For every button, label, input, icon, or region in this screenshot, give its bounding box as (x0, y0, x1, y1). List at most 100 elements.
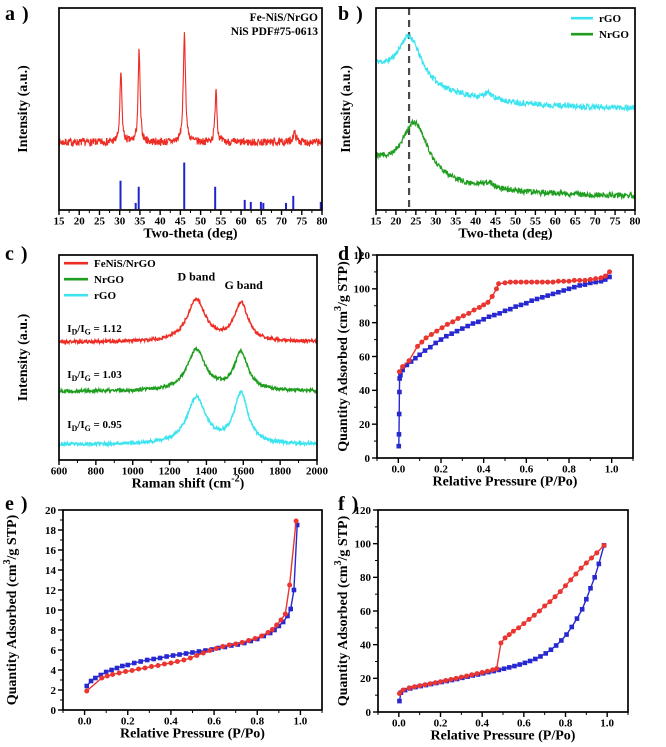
svg-text:25: 25 (410, 216, 422, 228)
svg-text:0.4: 0.4 (164, 716, 178, 728)
panel-label-a: a ) (5, 3, 30, 25)
svg-text:65: 65 (570, 216, 582, 228)
svg-text:70: 70 (276, 216, 288, 228)
svg-text:15: 15 (54, 216, 66, 228)
svg-text:0.0: 0.0 (392, 718, 406, 730)
panel-f-isotherm: f ) 0.0 0.2 0.4 0.6 0.8 1.0 0 20 40 60 80 100 120 Rel… (333, 490, 666, 747)
svg-text:2: 2 (51, 685, 57, 697)
svg-text:60: 60 (236, 216, 248, 228)
svg-text:D band: D band (177, 270, 215, 284)
svg-text:80: 80 (360, 572, 372, 584)
svg-text:0.6: 0.6 (517, 718, 531, 730)
svg-text:0.6: 0.6 (519, 464, 533, 476)
svg-text:0.4: 0.4 (475, 718, 489, 730)
svg-text:600: 600 (51, 466, 68, 478)
svg-text:120: 120 (355, 505, 372, 517)
svg-text:75: 75 (296, 216, 308, 228)
svg-text:0: 0 (366, 707, 372, 719)
svg-text:ID/IG = 1.12: ID/IG = 1.12 (67, 323, 122, 337)
panel-e-isotherm: e ) 0.0 0.2 0.4 0.6 0.8 1.0 0 2 4 6 8 10 12 14 16 18 20 R… (0, 490, 333, 747)
svg-text:rGO: rGO (599, 13, 621, 25)
panel-label-c: c ) (5, 243, 29, 265)
svg-text:50: 50 (510, 216, 522, 228)
svg-text:0.8: 0.8 (559, 718, 573, 730)
svg-text:60: 60 (359, 351, 371, 363)
svg-text:20: 20 (390, 216, 402, 228)
svg-text:0.0: 0.0 (78, 716, 92, 728)
svg-text:50: 50 (195, 216, 207, 228)
chart-c-raman-spectra: D band G band ID/IG = 1.12 ID/IG = 1.03 ID/I… (16, 254, 329, 490)
chart-f-adsorption-isotherm: 0.0 0.2 0.4 0.6 0.8 1.0 0 20 40 60 80 100 120 Relativ… (333, 505, 629, 744)
svg-text:55: 55 (530, 216, 542, 228)
chart-a-xrd-pattern: 15 20 25 30 35 40 45 50 55 60 65 70 75 80 Two-theta (d… (16, 7, 329, 241)
svg-text:1.0: 1.0 (605, 464, 619, 476)
svg-text:35: 35 (450, 216, 462, 228)
svg-text:20: 20 (360, 673, 372, 685)
panel-b-xrd-rgo-nrgo: b ) 15 20 25 30 35 40 45 50 55 60 65 70 75 80 Two-thet… (333, 0, 666, 240)
svg-text:Two-theta (deg): Two-theta (deg) (458, 227, 553, 241)
svg-text:30: 30 (114, 216, 126, 228)
svg-text:1000: 1000 (122, 466, 145, 478)
svg-text:55: 55 (215, 216, 227, 228)
svg-text:40: 40 (155, 216, 167, 228)
panel-d-isotherm: d ) 0.0 0.2 0.4 0.6 0.8 1.0 0 20 40 60 80 100 120 Rel… (333, 240, 666, 490)
svg-text:0: 0 (365, 453, 371, 465)
svg-text:ID/IG = 1.03: ID/IG = 1.03 (67, 369, 122, 383)
svg-text:0.8: 0.8 (250, 716, 264, 728)
svg-text:0.8: 0.8 (562, 464, 576, 476)
svg-text:Raman shift (cm-2): Raman shift (cm-2) (132, 474, 245, 490)
svg-text:1400: 1400 (195, 466, 218, 478)
svg-text:0.4: 0.4 (477, 464, 491, 476)
chart-b-xrd-pattern: 15 20 25 30 35 40 45 50 55 60 65 70 75 80 Two-theta (d… (339, 7, 641, 241)
panel-label-b: b ) (338, 3, 364, 25)
svg-text:Quantity Adsorbed (cm3/g STP): Quantity Adsorbed (cm3/g STP) (333, 515, 351, 706)
svg-text:2000: 2000 (306, 466, 329, 478)
svg-text:18: 18 (45, 525, 57, 537)
svg-text:20: 20 (74, 216, 86, 228)
svg-text:60: 60 (360, 606, 372, 618)
svg-text:rGO: rGO (94, 290, 116, 302)
svg-text:NrGO: NrGO (94, 274, 124, 286)
svg-text:Intensity (a.u.): Intensity (a.u.) (16, 313, 31, 401)
svg-text:40: 40 (359, 385, 371, 397)
svg-text:Intensity (a.u.): Intensity (a.u.) (16, 65, 31, 153)
svg-text:1.0: 1.0 (294, 716, 308, 728)
svg-text:G band: G band (224, 278, 263, 292)
svg-text:12: 12 (45, 585, 57, 597)
svg-text:45: 45 (175, 216, 187, 228)
svg-text:80: 80 (359, 317, 371, 329)
chart-e-adsorption-isotherm: 0.0 0.2 0.4 0.6 0.8 1.0 0 2 4 6 8 10 12 14 16 18 20 Relat… (2, 505, 323, 742)
svg-text:6: 6 (51, 645, 57, 657)
svg-text:0.6: 0.6 (207, 716, 221, 728)
svg-text:80: 80 (317, 216, 329, 228)
svg-text:0.2: 0.2 (434, 464, 448, 476)
svg-text:20: 20 (359, 419, 371, 431)
svg-text:1200: 1200 (159, 466, 182, 478)
panel-c-raman-spectra: c ) D band G band ID/IG = 1.12 ID/IG = 1.03… (0, 240, 333, 490)
svg-text:70: 70 (590, 216, 602, 228)
svg-text:1600: 1600 (232, 466, 255, 478)
svg-text:NrGO: NrGO (599, 29, 629, 41)
svg-text:20: 20 (45, 505, 57, 517)
svg-text:0.2: 0.2 (121, 716, 135, 728)
svg-text:NiS PDF#75-0613: NiS PDF#75-0613 (231, 26, 318, 38)
svg-text:Intensity (a.u.): Intensity (a.u.) (339, 65, 354, 153)
svg-text:0: 0 (51, 705, 57, 717)
svg-text:30: 30 (430, 216, 442, 228)
panel-a-xrd-fenis: a ) 15 20 25 30 35 40 45 50 55 60 65 70 75 80 Two-thet… (0, 0, 333, 240)
svg-text:Two-theta (deg): Two-theta (deg) (143, 227, 238, 241)
svg-text:FeNiS/NrGO: FeNiS/NrGO (94, 258, 156, 270)
svg-text:25: 25 (94, 216, 106, 228)
svg-text:0.2: 0.2 (434, 718, 448, 730)
svg-text:60: 60 (550, 216, 562, 228)
svg-text:35: 35 (134, 216, 146, 228)
svg-text:Relative Pressure (P/Po): Relative Pressure (P/Po) (433, 475, 578, 490)
svg-text:100: 100 (354, 284, 371, 296)
svg-text:Relative Pressure (P/Po): Relative Pressure (P/Po) (431, 729, 576, 744)
svg-text:14: 14 (45, 565, 57, 577)
svg-text:16: 16 (45, 545, 57, 557)
svg-text:1.0: 1.0 (600, 718, 614, 730)
svg-text:Relative Pressure (P/Po): Relative Pressure (P/Po) (120, 727, 265, 742)
svg-text:65: 65 (256, 216, 268, 228)
